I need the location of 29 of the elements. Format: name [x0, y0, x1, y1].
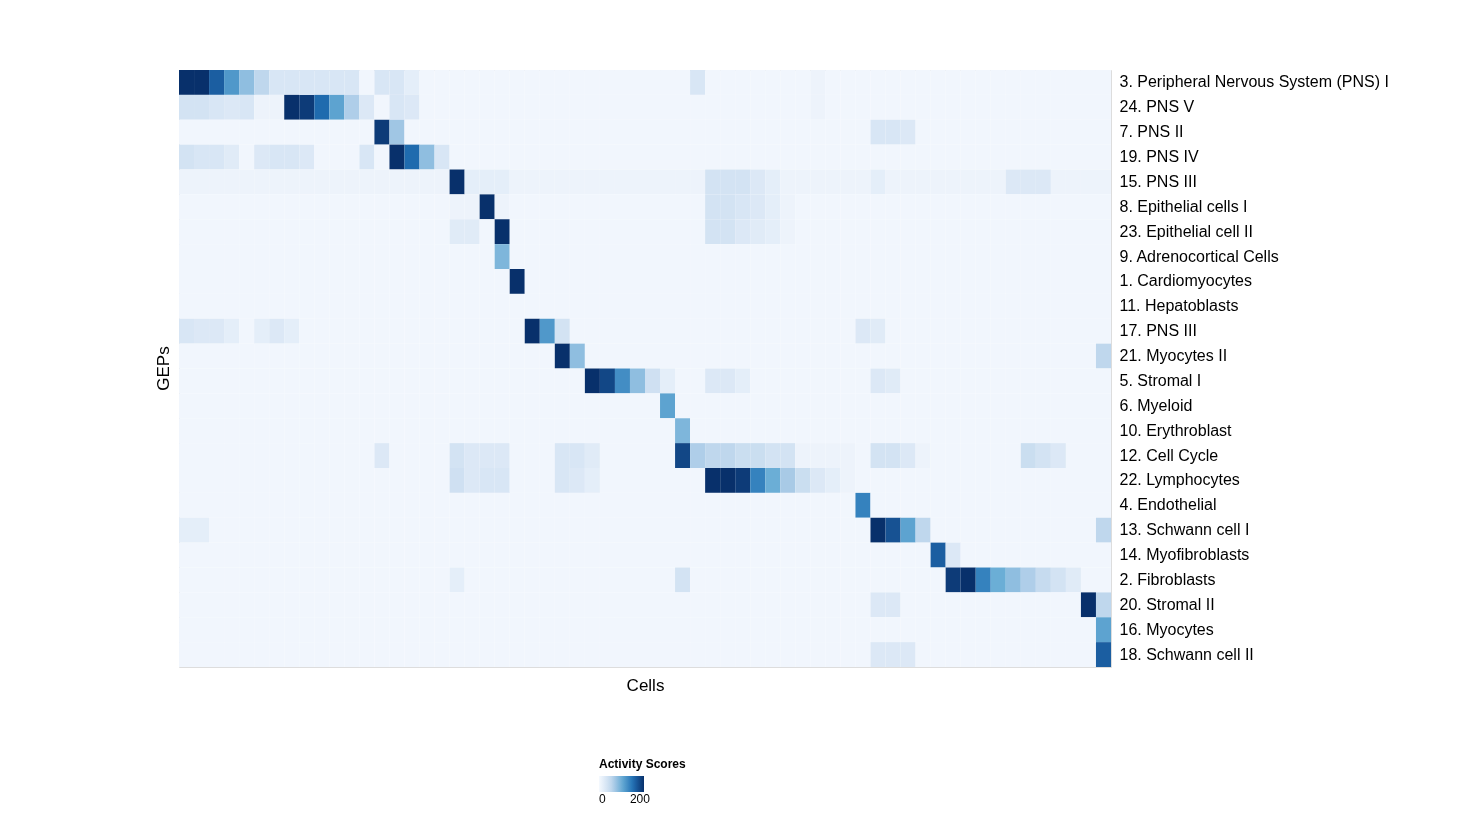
y-tick-label: 20. Stromal II [1119, 595, 1215, 613]
y-tick-label: 19. PNS IV [1119, 148, 1199, 166]
y-tick-label: 1. Cardiomyocytes [1119, 272, 1252, 290]
y-tick-label: 17. PNS III [1119, 322, 1197, 340]
y-tick-label: 3. Peripheral Nervous System (PNS) I [1119, 73, 1389, 91]
color-bar-label: 200 [629, 792, 651, 806]
y-tick-label: 6. Myeloid [1119, 396, 1193, 414]
y-axis-title: GEPs [154, 346, 173, 391]
color-bar-label: 0 [599, 792, 606, 806]
y-tick-label: 4. Endothelial [1119, 496, 1217, 514]
x-axis-title: Cells [626, 675, 665, 695]
y-tick-label: 16. Myocytes [1119, 620, 1214, 638]
y-tick-label: 9. Adrenocortical Cells [1119, 247, 1279, 265]
y-tick-label: 2. Fibroblasts [1119, 570, 1216, 588]
y-tick-label: 5. Stromal I [1119, 371, 1202, 389]
y-tick-label: 23. Epithelial cell II [1119, 222, 1253, 240]
y-tick-label: 22. Lymphocytes [1119, 471, 1240, 489]
y-tick-label: 14. Myofibroblasts [1119, 546, 1250, 564]
y-tick-label: 15. PNS III [1119, 172, 1197, 190]
y-tick-label: 11. Hepatoblasts [1119, 297, 1239, 315]
y-tick-label: 10. Erythroblast [1119, 421, 1233, 439]
y-tick-label: 7. PNS II [1119, 123, 1184, 141]
legend-title: Activity Scores [599, 757, 687, 771]
y-tick-label: 13. Schwann cell I [1119, 521, 1250, 539]
y-tick-label: 24. PNS V [1119, 98, 1195, 116]
y-tick-label: 21. Myocytes II [1119, 347, 1228, 365]
y-tick-label: 12. Cell Cycle [1119, 446, 1219, 464]
y-tick-label: 18. Schwann cell II [1119, 645, 1254, 663]
y-tick-label: 8. Epithelial cells I [1119, 197, 1248, 215]
